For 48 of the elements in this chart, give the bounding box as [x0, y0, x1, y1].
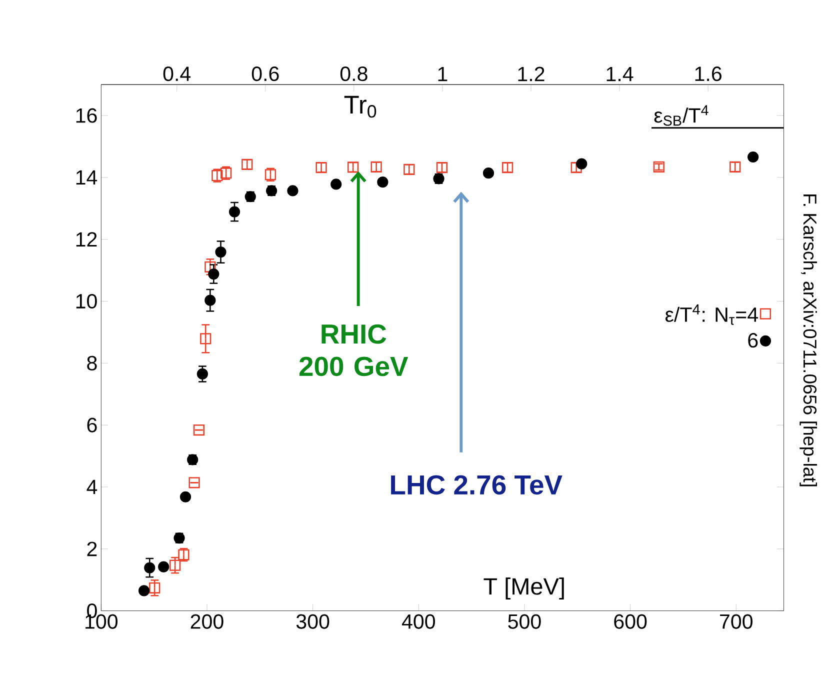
point	[215, 246, 226, 258]
x-tick-label: 600	[614, 614, 647, 629]
point	[200, 333, 212, 344]
point	[169, 560, 181, 572]
point	[204, 294, 216, 306]
y-tick-label: 14	[76, 170, 98, 185]
point	[188, 477, 200, 488]
point	[330, 178, 342, 190]
x2-tick-label: 1.6	[695, 66, 722, 82]
y-tick-label: 2	[87, 542, 97, 556]
point	[180, 491, 192, 503]
point	[576, 158, 588, 170]
x2-tick-label: 1	[438, 67, 448, 82]
point	[149, 582, 160, 594]
x2-tick-label: 0.4	[163, 66, 191, 82]
x2-tick-label: 1.2	[518, 66, 544, 82]
x2-tick-label: 0.6	[252, 66, 279, 82]
x-tick-label: 700	[720, 614, 752, 629]
x-tick-label: 400	[402, 614, 435, 629]
x2-tick-label: 1.4	[606, 67, 634, 82]
x-tick-label: 500	[508, 614, 541, 629]
point	[228, 206, 240, 218]
y-tick-label: 16	[76, 108, 97, 123]
point	[193, 424, 205, 436]
x-tick-label: 300	[296, 614, 330, 629]
y-tick-label: 4	[86, 480, 98, 494]
point	[158, 561, 170, 573]
point	[144, 562, 156, 574]
point	[748, 152, 759, 163]
y-tick-label: 10	[76, 294, 97, 309]
point	[287, 185, 298, 196]
y-tick-label: 12	[76, 232, 97, 247]
text: F. Karsch, arXiv:0711.0656 [hep-lat]	[800, 194, 818, 486]
point	[377, 176, 388, 188]
legend-label: ε/T$^{4}$: N$_{τ}$=4	[665, 304, 758, 326]
point	[482, 168, 494, 179]
x-axis-title: T [MeV]	[484, 578, 564, 600]
annotation: LHC 2.76 TeV	[391, 475, 562, 495]
y-tick-label: 6	[87, 418, 97, 433]
x-tick-label: 200	[190, 614, 224, 629]
point	[138, 585, 150, 596]
x2-tick-label: 0.8	[340, 66, 368, 82]
annotation: RHIC 200 GeV	[299, 324, 408, 376]
series-label: ε$_{SB}$/T$^{4}$	[654, 105, 708, 126]
legend-label: 6	[748, 333, 758, 348]
x2-axis-title: Tr$_{0}$	[344, 96, 376, 118]
point	[196, 368, 208, 380]
y-tick-label: 8	[87, 356, 97, 371]
